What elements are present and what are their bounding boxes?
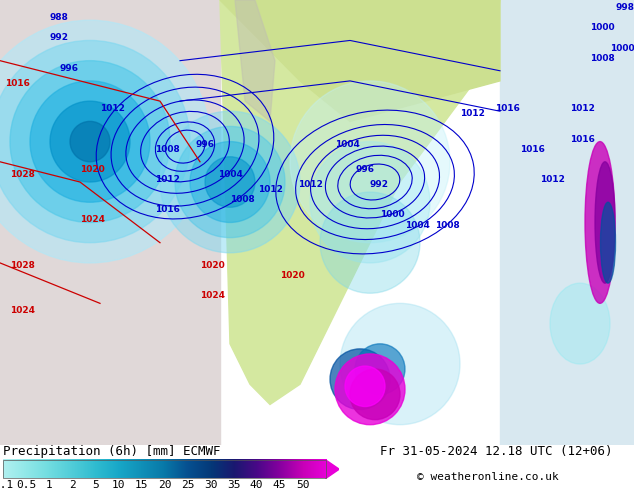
Polygon shape: [220, 0, 500, 404]
Circle shape: [350, 369, 400, 419]
Circle shape: [205, 157, 255, 207]
Text: Precipitation (6h) [mm] ECMWF: Precipitation (6h) [mm] ECMWF: [3, 445, 221, 458]
Text: 1008: 1008: [590, 54, 615, 63]
Polygon shape: [220, 0, 500, 122]
Text: 1000: 1000: [590, 24, 614, 32]
Text: 1016: 1016: [495, 104, 520, 113]
Circle shape: [320, 192, 420, 293]
Circle shape: [290, 81, 450, 243]
Text: 1012: 1012: [155, 175, 180, 184]
Text: 1000: 1000: [610, 44, 634, 52]
Text: 30: 30: [204, 480, 217, 490]
Text: 1012: 1012: [540, 175, 565, 184]
Ellipse shape: [585, 142, 615, 303]
Text: 1008: 1008: [155, 145, 180, 154]
Text: 1016: 1016: [520, 145, 545, 154]
Text: 1028: 1028: [10, 170, 35, 179]
Text: Fr 31-05-2024 12.18 UTC (12+06): Fr 31-05-2024 12.18 UTC (12+06): [380, 445, 613, 458]
Text: 988: 988: [50, 13, 69, 22]
Text: 1012: 1012: [298, 180, 323, 189]
Circle shape: [330, 349, 390, 410]
Text: 996: 996: [60, 64, 79, 73]
Circle shape: [50, 101, 130, 182]
Text: 0.5: 0.5: [16, 480, 36, 490]
Text: 25: 25: [181, 480, 194, 490]
Text: 1024: 1024: [80, 216, 105, 224]
Text: 1012: 1012: [460, 109, 485, 118]
Text: 1012: 1012: [258, 185, 283, 194]
Text: 1016: 1016: [570, 135, 595, 144]
Polygon shape: [0, 0, 220, 445]
Circle shape: [345, 366, 385, 407]
Text: 1008: 1008: [435, 220, 460, 229]
Text: 20: 20: [158, 480, 171, 490]
Circle shape: [310, 142, 430, 263]
Circle shape: [355, 344, 405, 394]
Circle shape: [335, 354, 405, 425]
Text: 1004: 1004: [335, 140, 360, 148]
Text: 992: 992: [370, 180, 389, 189]
Text: 1024: 1024: [10, 306, 35, 316]
Circle shape: [0, 20, 210, 263]
Polygon shape: [235, 0, 275, 122]
Text: 1016: 1016: [5, 79, 30, 88]
Text: 1004: 1004: [218, 170, 243, 179]
Ellipse shape: [600, 202, 616, 283]
Circle shape: [10, 61, 170, 222]
Text: 1008: 1008: [230, 195, 255, 204]
Text: 5: 5: [92, 480, 99, 490]
Text: 40: 40: [250, 480, 263, 490]
Text: 998: 998: [615, 3, 634, 12]
Circle shape: [340, 303, 460, 425]
Text: 1020: 1020: [280, 271, 305, 280]
Ellipse shape: [550, 283, 610, 364]
Circle shape: [175, 126, 285, 238]
Text: 1016: 1016: [155, 205, 180, 214]
Polygon shape: [500, 0, 634, 445]
Text: 1: 1: [46, 480, 53, 490]
Text: 1012: 1012: [100, 104, 125, 113]
Text: 15: 15: [134, 480, 148, 490]
Text: 1024: 1024: [200, 291, 225, 300]
Text: 992: 992: [50, 33, 69, 43]
Text: 35: 35: [227, 480, 240, 490]
Circle shape: [30, 81, 150, 202]
Circle shape: [70, 122, 110, 162]
Text: 0.1: 0.1: [0, 480, 13, 490]
Circle shape: [190, 142, 270, 222]
Circle shape: [0, 41, 190, 243]
Text: 45: 45: [273, 480, 287, 490]
Text: 1020: 1020: [200, 261, 224, 270]
Polygon shape: [326, 460, 339, 478]
Text: 50: 50: [296, 480, 309, 490]
Ellipse shape: [595, 162, 615, 283]
Text: 2: 2: [69, 480, 75, 490]
Text: 10: 10: [112, 480, 125, 490]
Text: 1012: 1012: [570, 104, 595, 113]
Text: 1004: 1004: [405, 220, 430, 229]
Circle shape: [160, 111, 300, 253]
Text: 996: 996: [355, 165, 374, 174]
Text: 996: 996: [195, 140, 214, 148]
Text: 1020: 1020: [80, 165, 105, 174]
Bar: [3, 460, 326, 478]
Text: 1028: 1028: [10, 261, 35, 270]
Text: © weatheronline.co.uk: © weatheronline.co.uk: [417, 472, 559, 482]
Text: 1000: 1000: [380, 210, 404, 220]
